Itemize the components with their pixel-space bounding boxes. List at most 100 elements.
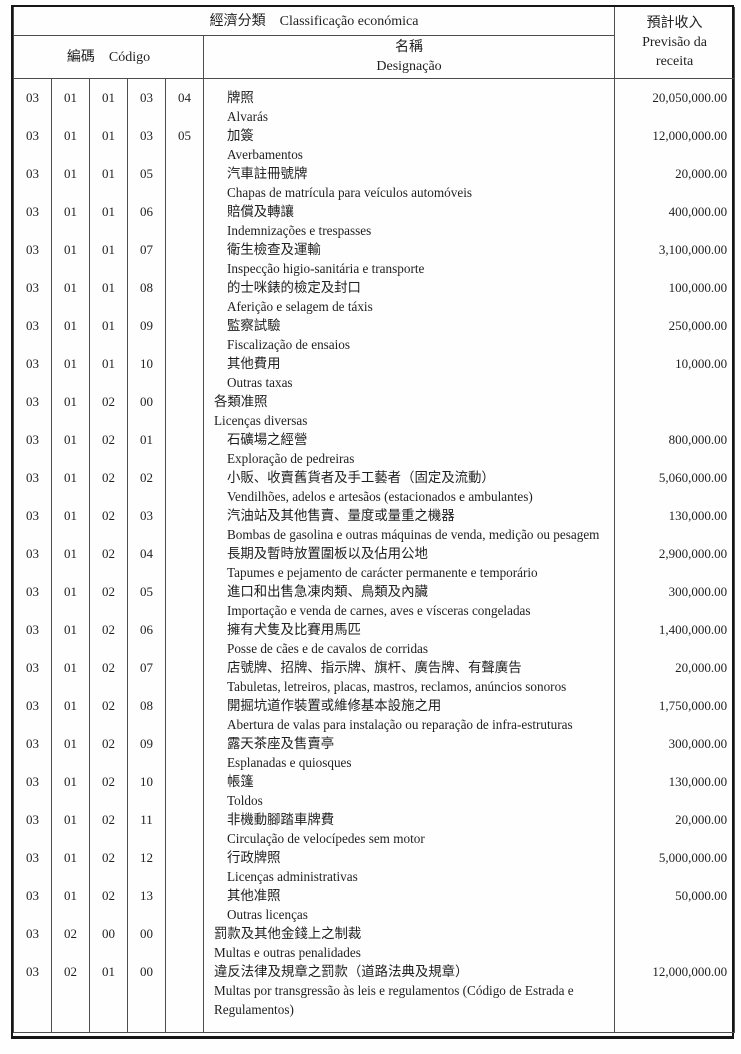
code-cell-4: 05: [127, 164, 166, 202]
code-cell-3: 02: [89, 848, 128, 886]
amount-cell: 130,000.00: [614, 506, 736, 544]
designation-zh: 店號牌、招牌、指示牌、旗杆、廣告牌、有聲廣告: [227, 660, 522, 675]
code-cell-2: 01: [51, 848, 90, 886]
designation-pt: Fiscalização de ensaios: [227, 337, 351, 352]
code-cell-2: 01: [51, 544, 90, 582]
code-cell-4: 11: [127, 810, 166, 848]
code-cell-5: [165, 696, 204, 734]
header-revenue: 預計收入 Previsão da receita: [614, 7, 736, 79]
code-cell-4: 10: [127, 354, 166, 392]
designation-cell: 進口和出售急凍肉類、鳥類及內臟 Importação e venda de ca…: [202, 582, 616, 620]
designation-pt: Tabuletas, letreiros, placas, mastros, r…: [227, 679, 567, 694]
designation-cell: 賠償及轉讓 Indemnizações e trespasses: [202, 202, 616, 240]
designation-zh: 加簽: [227, 128, 254, 143]
code-cell-2: 01: [51, 240, 90, 278]
designation-pt: Chapas de matrícula para veículos automó…: [227, 185, 472, 200]
designation-cell: 露天茶座及售賣亭 Esplanadas e quiosques: [202, 734, 616, 772]
designation-pt: Vendilhões, adelos e artesãos (estaciona…: [227, 489, 533, 504]
code-cell-5: 04: [165, 78, 204, 126]
designation-cell: 監察試驗 Fiscalização de ensaios: [202, 316, 616, 354]
code-cell-4: 13: [127, 886, 166, 924]
spacer-cell: [614, 1019, 736, 1033]
table-row: 03 01 02 02 小販、收賣舊貨者及手工藝者（固定及流動） Vendilh…: [13, 468, 736, 506]
amount-cell: 5,060,000.00: [614, 468, 736, 506]
table-row: 03 01 01 03 04 牌照 Alvarás 20,050,000.00: [13, 78, 736, 126]
designation-pt: Inspecção higio-sanitária e transporte: [227, 261, 425, 276]
code-cell-2: 01: [51, 582, 90, 620]
designation-zh: 汽油站及其他售賣、量度或量重之機器: [227, 508, 455, 523]
code-cell-1: 03: [13, 430, 52, 468]
table-row: 03 01 02 11 非機動腳踏車牌費 Circulação de veloc…: [13, 810, 736, 848]
code-cell-2: 01: [51, 316, 90, 354]
code-cell-4: 03: [127, 78, 166, 126]
code-cell-1: 03: [13, 734, 52, 772]
designation-zh: 罰款及其他金錢上之制裁: [214, 926, 362, 941]
table-row: 03 02 00 00 罰款及其他金錢上之制裁 Multas e outras …: [13, 924, 736, 962]
table-row: 03 01 01 10 其他費用 Outras taxas 10,000.00: [13, 354, 736, 392]
designation-pt: Licenças administrativas: [227, 869, 358, 884]
table-row: 03 01 02 04 長期及暫時放置圍板以及佔用公地 Tapumes e pe…: [13, 544, 736, 582]
amount-cell: 300,000.00: [614, 734, 736, 772]
amount-cell: 300,000.00: [614, 582, 736, 620]
designation-pt: Posse de cães e de cavalos de corridas: [227, 641, 429, 656]
amount-cell: 20,000.00: [614, 164, 736, 202]
designation-zh: 開掘坑道作裝置或維修基本設施之用: [227, 698, 442, 713]
designation-zh: 其他准照: [227, 888, 281, 903]
code-cell-2: 01: [51, 78, 90, 126]
designation-zh: 石礦場之經營: [227, 432, 308, 447]
code-cell-2: 01: [51, 202, 90, 240]
amount-cell: 800,000.00: [614, 430, 736, 468]
code-cell-2: 01: [51, 696, 90, 734]
code-cell-4: 03: [127, 126, 166, 164]
header-designation: 名稱 Designação: [202, 35, 616, 79]
code-cell-4: 04: [127, 544, 166, 582]
code-cell-2: 01: [51, 278, 90, 316]
code-cell-3: 02: [89, 810, 128, 848]
table-body: 03 01 01 03 04 牌照 Alvarás 20,050,000.00 …: [13, 78, 736, 1033]
designation-pt: Outras taxas: [227, 375, 293, 390]
code-cell-3: 01: [89, 354, 128, 392]
table-row: 03 01 02 05 進口和出售急凍肉類、鳥類及內臟 Importação e…: [13, 582, 736, 620]
designation-zh: 監察試驗: [227, 318, 281, 333]
amount-cell: 2,900,000.00: [614, 544, 736, 582]
header-classification-zh: 經濟分類: [209, 13, 266, 29]
code-cell-4: 07: [127, 240, 166, 278]
code-cell-5: [165, 924, 204, 962]
code-cell-5: [165, 354, 204, 392]
code-cell-5: [165, 202, 204, 240]
code-cell-3: 02: [89, 772, 128, 810]
table-row: 03 01 02 10 帳篷 Toldos 130,000.00: [13, 772, 736, 810]
code-cell-1: 03: [13, 772, 52, 810]
code-cell-5: [165, 734, 204, 772]
code-cell-1: 03: [13, 962, 52, 1019]
code-cell-4: 06: [127, 202, 166, 240]
code-cell-2: 01: [51, 468, 90, 506]
code-cell-2: 01: [51, 126, 90, 164]
designation-cell: 小販、收賣舊貨者及手工藝者（固定及流動） Vendilhões, adelos …: [202, 468, 616, 506]
designation-cell: 開掘坑道作裝置或維修基本設施之用 Abertura de valas para …: [202, 696, 616, 734]
code-cell-5: [165, 886, 204, 924]
designation-cell: 店號牌、招牌、指示牌、旗杆、廣告牌、有聲廣告 Tabuletas, letrei…: [202, 658, 616, 696]
designation-cell: 汽車註冊號牌 Chapas de matrícula para veículos…: [202, 164, 616, 202]
table-row: 03 01 01 03 05 加簽 Averbamentos 12,000,00…: [13, 126, 736, 164]
code-cell-3: 01: [89, 164, 128, 202]
designation-zh: 帳篷: [227, 774, 254, 789]
code-cell-3: 02: [89, 506, 128, 544]
code-cell-2: 01: [51, 354, 90, 392]
code-cell-2: 01: [51, 506, 90, 544]
code-cell-3: 02: [89, 734, 128, 772]
designation-zh: 小販、收賣舊貨者及手工藝者（固定及流動）: [227, 470, 495, 485]
designation-pt: Multas e outras penalidades: [214, 945, 361, 960]
amount-cell: 400,000.00: [614, 202, 736, 240]
table-row: 03 01 02 03 汽油站及其他售賣、量度或量重之機器 Bombas de …: [13, 506, 736, 544]
table-row: 03 01 01 06 賠償及轉讓 Indemnizações e trespa…: [13, 202, 736, 240]
code-cell-3: 01: [89, 962, 128, 1019]
header-classification: 經濟分類 Classificação económica: [12, 7, 616, 36]
designation-pt: Circulação de velocípedes sem motor: [227, 831, 425, 846]
designation-pt: Bombas de gasolina e outras máquinas de …: [227, 527, 600, 542]
designation-cell: 衛生檢查及運輸 Inspecção higio-sanitária e tran…: [202, 240, 616, 278]
designation-pt: Importação e venda de carnes, aves e vís…: [227, 603, 531, 618]
amount-cell: 20,000.00: [614, 658, 736, 696]
code-cell-1: 03: [13, 316, 52, 354]
designation-cell: 帳篷 Toldos: [202, 772, 616, 810]
